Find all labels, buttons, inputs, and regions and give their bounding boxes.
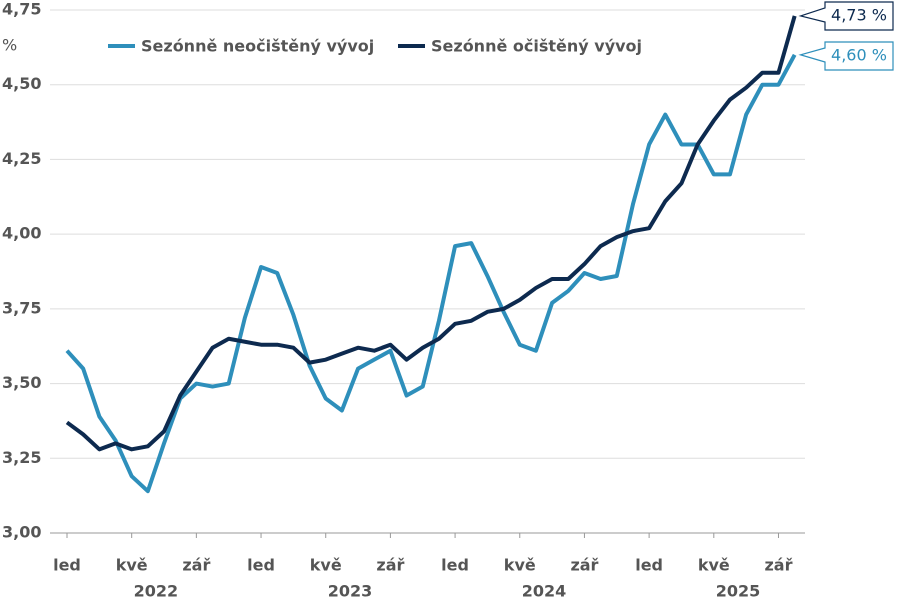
year-label: 2023 <box>328 582 373 600</box>
x-tick-label: zář <box>182 556 210 575</box>
x-tick-label: led <box>635 556 663 575</box>
x-tick-label: led <box>53 556 81 575</box>
x-tick-label: zář <box>376 556 404 575</box>
year-label: 2024 <box>522 582 567 600</box>
series-line <box>65 53 797 494</box>
x-tick-label: kvě <box>310 556 342 575</box>
x-tick-label: kvě <box>698 556 730 575</box>
callout-box <box>798 41 894 71</box>
y-tick-label: 4,50 <box>2 74 41 93</box>
series-line <box>65 15 797 452</box>
y-tick-label: 3,75 <box>2 298 41 317</box>
y-tick-label: 4,25 <box>2 149 41 168</box>
callout-box <box>798 1 894 31</box>
x-tick-label: zář <box>570 556 598 575</box>
y-tick-label: 3,25 <box>2 448 41 467</box>
value-label: 4,73 % <box>831 6 887 25</box>
x-tick-label: led <box>247 556 275 575</box>
year-label: 2022 <box>134 582 179 600</box>
legend-label: Sezónně očištěný vývoj <box>431 37 642 56</box>
x-tick-label: zář <box>764 556 792 575</box>
value-label: 4,60 % <box>831 46 887 65</box>
x-tick-label: led <box>441 556 469 575</box>
x-tick-label: kvě <box>116 556 148 575</box>
y-unit-label: % <box>2 36 17 55</box>
year-label: 2025 <box>716 582 761 600</box>
x-tick-label: kvě <box>504 556 536 575</box>
y-tick-label: 4,00 <box>2 224 41 243</box>
y-tick-label: 4,75 <box>2 0 41 19</box>
legend-label: Sezónně neočištěný vývoj <box>141 37 374 56</box>
y-tick-label: 3,00 <box>2 523 41 542</box>
y-tick-label: 3,50 <box>2 373 41 392</box>
